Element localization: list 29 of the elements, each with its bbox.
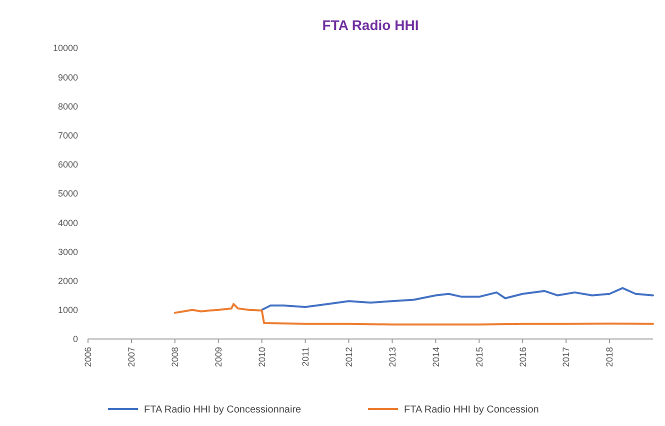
y-tick-label: 10000 bbox=[52, 43, 78, 54]
line-series bbox=[260, 287, 654, 311]
x-tick-label: 2011 bbox=[300, 347, 310, 366]
x-tick-label: 2015 bbox=[474, 347, 484, 368]
chart-title: FTA Radio HHI bbox=[322, 17, 419, 33]
x-tick-label: 2007 bbox=[126, 347, 137, 368]
y-tick-label: 6000 bbox=[58, 160, 78, 170]
x-tick-label: 2006 bbox=[83, 347, 94, 368]
y-tick-label: 4000 bbox=[58, 218, 78, 228]
y-tick-label: 9000 bbox=[58, 72, 78, 82]
y-tick-label: 1000 bbox=[58, 305, 78, 316]
x-tick-label: 2017 bbox=[561, 347, 572, 368]
x-tick-label: 2010 bbox=[256, 347, 267, 368]
x-tick-label: 2012 bbox=[344, 347, 354, 368]
legend-label: FTA Radio HHI by Concession bbox=[404, 404, 539, 416]
x-tick-label: 2009 bbox=[214, 347, 224, 368]
y-tick-label: 5000 bbox=[58, 188, 78, 199]
y-tick-label: 3000 bbox=[58, 246, 78, 257]
x-tick-label: 2013 bbox=[387, 347, 398, 368]
x-tick-label: 2018 bbox=[604, 347, 615, 368]
legend-label: FTA Radio HHI by Concessionnaire bbox=[144, 404, 302, 416]
x-tick-label: 2008 bbox=[170, 347, 180, 368]
x-tick-label: 2014 bbox=[430, 347, 441, 368]
y-tick-label: 0 bbox=[72, 334, 78, 344]
y-tick-label: 8000 bbox=[58, 101, 78, 112]
x-tick-label: 2016 bbox=[518, 347, 528, 368]
line-series bbox=[174, 303, 654, 326]
y-tick-label: 2000 bbox=[58, 276, 78, 286]
y-tick-label: 7000 bbox=[58, 130, 78, 140]
